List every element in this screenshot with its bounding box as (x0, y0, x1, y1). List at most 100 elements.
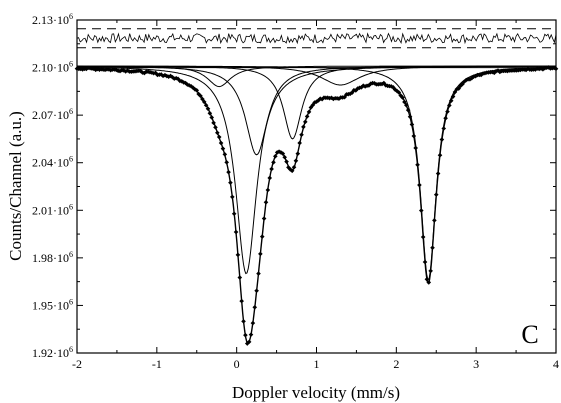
fit-component-line (77, 65, 556, 88)
data-point (252, 304, 258, 310)
residual-trace (76, 32, 557, 45)
component-layer (77, 65, 556, 344)
data-point (265, 187, 271, 193)
data-point (407, 114, 413, 120)
data-point (293, 158, 299, 164)
data-point (433, 192, 439, 197)
data-point (237, 275, 243, 280)
data-point (396, 90, 402, 95)
data-point (246, 339, 252, 345)
data-point (230, 194, 235, 200)
data-point (224, 160, 229, 165)
y-tick-label: 1.95·106 (32, 297, 73, 312)
x-tick-label: 4 (553, 357, 559, 371)
data-point (304, 114, 310, 119)
data-point (267, 175, 273, 181)
data-point (533, 67, 538, 72)
x-tick-label: 0 (234, 357, 240, 371)
data-point (445, 109, 450, 114)
y-tick-label: 1.92·106 (32, 345, 73, 360)
data-point (420, 234, 426, 240)
data-point (220, 146, 226, 151)
data-point (413, 145, 418, 151)
data-point (203, 102, 209, 108)
data-point (540, 67, 546, 72)
data-point (286, 165, 291, 170)
data-point (269, 166, 274, 172)
data-point (233, 229, 239, 235)
data-point (542, 65, 548, 71)
data-point (448, 98, 454, 104)
data-point (301, 124, 306, 130)
data-point (276, 149, 282, 154)
data-point (441, 126, 447, 131)
data-point (299, 132, 304, 138)
y-tick-label: 2.13·106 (32, 12, 73, 27)
data-point (201, 99, 207, 105)
data-point (231, 211, 237, 217)
data-point (284, 159, 289, 164)
data-point (215, 130, 220, 136)
data-point (302, 119, 308, 125)
data-point (430, 245, 435, 251)
data-point (523, 67, 529, 73)
data-point (216, 134, 222, 140)
data-point (411, 133, 417, 139)
data-point (248, 332, 254, 337)
data-point (428, 268, 433, 274)
data-point (194, 88, 200, 93)
data-point (228, 180, 233, 185)
data-point (424, 276, 430, 282)
data-point (418, 208, 424, 213)
x-axis-title: Doppler velocity (mm/s) (232, 383, 400, 402)
data-point (209, 115, 215, 120)
data-point (538, 66, 544, 71)
data-point (291, 164, 297, 170)
data-point (256, 271, 261, 276)
data-point (447, 103, 452, 108)
data-point (426, 280, 432, 285)
x-tick-label: 1 (314, 357, 320, 371)
data-point (222, 152, 228, 157)
data-point (432, 218, 437, 223)
data-point (288, 167, 293, 172)
data-point (239, 298, 244, 304)
x-tick-label: -2 (72, 357, 82, 371)
data-point (205, 106, 211, 111)
data-point (306, 109, 312, 115)
data-point (415, 162, 420, 168)
data-point (452, 89, 458, 95)
y-tick-label: 2.04·106 (32, 155, 73, 170)
y-axis-title: Counts/Channel (a.u.) (6, 111, 25, 261)
fit-component-line (77, 65, 556, 281)
data-point (437, 152, 443, 158)
y-tick-label: 2.07·106 (32, 107, 73, 122)
data-point (259, 234, 265, 239)
data-points-layer (74, 65, 559, 346)
data-point (235, 252, 241, 258)
data-point (200, 96, 205, 102)
data-point (435, 171, 441, 176)
data-point (243, 332, 248, 338)
data-point (525, 66, 531, 72)
data-point (405, 107, 411, 113)
data-point (409, 122, 415, 127)
panel-label: C (521, 320, 538, 349)
data-point (518, 67, 523, 73)
data-point (274, 150, 280, 155)
total-fit-line (77, 67, 556, 344)
x-tick-label: 3 (473, 357, 479, 371)
data-point (250, 320, 256, 326)
data-point (211, 120, 216, 126)
data-point (207, 111, 213, 116)
data-point (400, 95, 405, 100)
data-point (261, 216, 267, 221)
data-point (289, 168, 295, 174)
data-point (282, 154, 287, 160)
data-point (278, 150, 284, 155)
tick-layer: -2 -1 0 1 2 3 4 1.92·106 1.95·106 1.98·106 2.01·10… (32, 12, 559, 371)
data-point (417, 182, 422, 188)
data-point (241, 319, 246, 324)
data-point (297, 140, 302, 146)
data-point (450, 94, 456, 99)
